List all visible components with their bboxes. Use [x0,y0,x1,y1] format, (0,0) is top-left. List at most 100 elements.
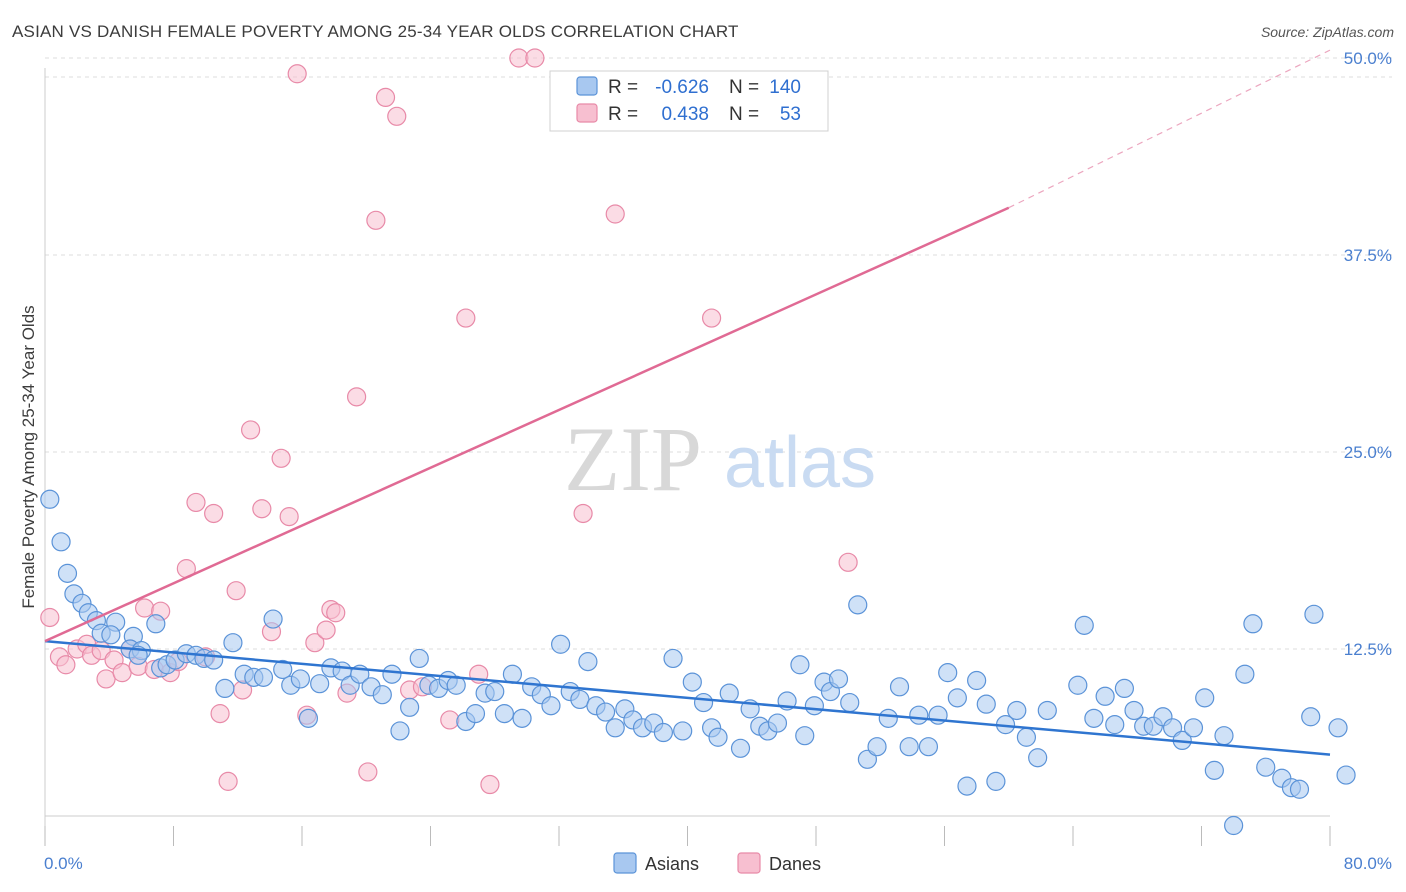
legend-n-label-asians: N = [729,77,759,98]
danes-point-41 [387,106,407,126]
y-tick-label-0: 12.5% [1344,640,1392,659]
asians-point-96 [918,737,939,757]
asians-point-42 [409,648,429,669]
danes-point-38 [358,762,378,782]
bottom-legend-label-asians: Asians [645,854,699,874]
watermark-atlas: atlas [724,423,876,503]
asians-point-105 [1007,700,1027,721]
legend-r-label-asians: R = [608,77,638,98]
y-tick-label-3: 50.0% [1344,49,1392,68]
danes-point-22 [218,771,238,791]
danes-point-0 [40,607,60,628]
asians-point-134 [1328,718,1348,738]
danes-point-53 [838,552,858,572]
asians-point-2 [57,563,78,583]
asians-point-123 [1204,760,1224,780]
y-axis-title: Female Poverty Among 25-34 Year Olds [19,305,38,608]
danes-point-2 [56,655,76,675]
danes-point-40 [375,87,396,108]
asians-point-108 [1037,700,1057,721]
trendline-danes [44,206,1010,643]
trendline-danes-extension [1008,49,1331,209]
asians-point-9 [101,625,121,645]
chart-source: Source: ZipAtlas.com [1260,24,1394,40]
asians-point-98 [938,663,958,683]
asians-point-95 [909,705,929,725]
asians-point-41 [400,697,420,717]
legend-r-value-danes: 0.438 [661,104,709,125]
asians-point-38 [372,685,392,705]
danes-point-49 [525,48,545,68]
asians-point-50 [485,681,505,702]
asians-point-14 [146,614,166,634]
danes-point-29 [279,507,299,527]
asians-point-74 [708,727,728,747]
danes-point-7 [96,669,116,689]
chart-title: ASIAN VS DANISH FEMALE POVERTY AMONG 25-… [12,22,739,41]
danes-point-44 [440,710,460,730]
asians-point-56 [541,696,561,716]
y-tick-label-2: 37.5% [1344,246,1392,265]
trend-layer [44,49,1331,756]
legend-swatch-asians [576,76,598,96]
asians-point-63 [605,718,625,738]
bottom-legend-swatch-asians [613,852,637,874]
asians-point-32 [310,674,330,694]
asians-point-111 [1084,708,1104,728]
asians-point-94 [899,737,919,757]
danes-point-12 [134,598,155,618]
x-ticks [44,826,1331,846]
asians-point-126 [1235,664,1255,684]
trendline-asians [44,639,1331,756]
grid-layer [45,57,1392,650]
asians-point-109 [1068,675,1088,695]
asians-point-62 [595,702,616,722]
asians-point-53 [512,708,532,728]
asians-point-91 [867,737,887,757]
danes-point-23 [226,581,246,601]
bottom-legend-label-danes: Danes [769,854,821,874]
bottom-legend: Asians Danes [613,852,821,874]
y-tick-label-1: 25.0% [1344,443,1392,462]
danes-point-30 [287,64,307,84]
asians-point-113 [1105,715,1125,735]
asians-point-93 [889,677,910,697]
asians-point-27 [263,609,283,629]
legend-n-label-danes: N = [729,104,759,125]
danes-point-50 [573,503,593,524]
asians-point-28 [273,659,293,680]
danes-point-18 [186,492,206,513]
asians-point-102 [976,694,996,714]
bottom-legend-swatch-danes [737,852,761,874]
danes-point-52 [701,308,722,328]
danes-point-20 [204,503,224,524]
x-tick-label-min: 0.0% [44,854,83,873]
asians-point-70 [673,721,693,741]
asians-point-83 [795,726,815,746]
danes-point-39 [366,210,386,230]
danes-point-35 [326,603,346,623]
legend-n-value-danes: 53 [780,104,801,125]
asians-point-103 [986,771,1006,791]
asians-point-132 [1301,707,1321,727]
asians-point-52 [502,664,523,684]
asians-point-100 [957,776,977,796]
asians-point-127 [1243,614,1263,634]
asians-point-82 [790,655,810,675]
asians-point-68 [653,722,674,743]
x-tick-label-max: 80.0% [1344,854,1392,873]
asians-point-51 [494,704,514,724]
asians-point-72 [693,692,714,713]
danes-point-47 [480,774,500,795]
asians-point-31 [298,708,319,728]
asians-point-69 [663,648,683,669]
asians-point-39 [382,664,402,684]
danes-point-25 [241,420,261,440]
asians-point-23 [223,633,243,653]
asians-point-112 [1095,686,1115,706]
legend-r-value-asians: -0.626 [655,77,709,98]
danes-point-32 [305,633,325,653]
asians-point-135 [1336,765,1356,785]
asians-point-48 [465,704,486,724]
